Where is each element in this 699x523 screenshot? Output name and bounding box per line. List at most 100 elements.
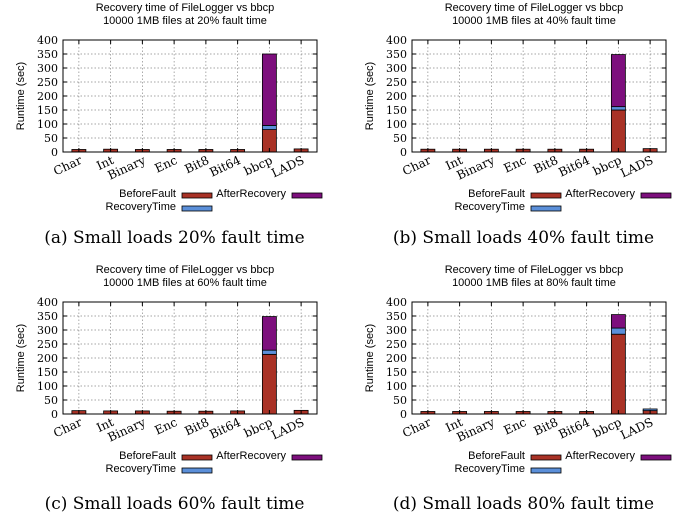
- x-category-label: Enc: [152, 415, 179, 438]
- x-category-label: LADS: [269, 415, 306, 442]
- legend-swatch-afterrecovery: [640, 192, 672, 199]
- bar-afterrecovery-bbcp: [261, 53, 277, 126]
- chart-subtitle: 10000 1MB files at 80% fault time: [452, 277, 616, 289]
- chart-c: Recovery time of FileLogger vs bbcp10000…: [15, 264, 323, 475]
- x-category-label: LADS: [618, 153, 655, 180]
- bar-afterrecovery-bbcp: [261, 316, 277, 351]
- chart-title: Recovery time of FileLogger vs bbcp: [445, 2, 624, 14]
- chart-subtitle: 10000 1MB files at 20% fault time: [103, 15, 267, 27]
- x-category-label: bbcp: [591, 415, 624, 440]
- bar-beforefault-bbcp: [261, 353, 277, 415]
- y-tick-label: 200: [37, 90, 58, 103]
- x-category-label: bbcp: [591, 153, 624, 178]
- y-tick-label: 250: [37, 338, 58, 351]
- x-category-label: Int: [443, 415, 465, 435]
- y-tick-label: 0: [400, 408, 407, 421]
- bar-recoverytime-bbcp: [261, 349, 277, 355]
- chart-title: Recovery time of FileLogger vs bbcp: [96, 2, 275, 14]
- caption-c: (c) Small loads 60% fault time: [44, 494, 305, 514]
- caption-d: (d) Small loads 80% fault time: [392, 494, 655, 514]
- y-tick-label: 200: [386, 352, 407, 365]
- y-axis-label: Runtime (sec): [364, 62, 376, 130]
- legend-swatch-afterrecovery: [291, 192, 323, 199]
- y-tick-label: 200: [386, 90, 407, 103]
- legend-swatch-afterrecovery: [291, 454, 323, 461]
- y-tick-label: 350: [37, 310, 58, 323]
- legend-label: RecoveryTime: [106, 463, 177, 475]
- y-tick-label: 100: [386, 380, 407, 393]
- legend-label: AfterRecovery: [565, 188, 635, 200]
- legend-swatch-recoverytime: [181, 467, 213, 474]
- x-category-label: LADS: [269, 153, 306, 180]
- x-category-label: Int: [443, 153, 465, 173]
- y-tick-label: 100: [37, 118, 58, 131]
- y-tick-label: 350: [37, 48, 58, 61]
- x-category-label: Enc: [501, 153, 528, 176]
- legend-swatch-beforefault: [530, 192, 562, 199]
- bar-recoverytime-bbcp: [261, 125, 277, 131]
- chart-panel-b: Recovery time of FileLogger vs bbcp 10000…: [349, 0, 694, 260]
- legend-label: BeforeFault: [119, 188, 176, 200]
- y-axis-label: Runtime (sec): [15, 324, 27, 392]
- y-tick-label: 0: [51, 408, 58, 421]
- y-tick-label: 150: [386, 366, 407, 379]
- bar-afterrecovery-bbcp: [610, 314, 626, 329]
- chart-title: Recovery time of FileLogger vs bbcp: [96, 264, 275, 276]
- bar-afterrecovery-bbcp: [610, 54, 626, 108]
- y-tick-label: 350: [386, 310, 407, 323]
- x-category-label: Enc: [501, 415, 528, 438]
- legend-label: BeforeFault: [119, 450, 176, 462]
- chart-panel-c: Recovery time of FileLogger vs bbcp 10000…: [0, 262, 345, 522]
- chart-a: Recovery time of FileLogger vs bbcp10000…: [15, 2, 323, 213]
- bar-beforefault-bbcp: [610, 333, 626, 415]
- y-tick-label: 100: [386, 118, 407, 131]
- y-tick-label: 400: [37, 296, 58, 309]
- y-tick-label: 200: [37, 352, 58, 365]
- legend-swatch-beforefault: [530, 454, 562, 461]
- chart-panel-a: Recovery time of FileLogger vs bbcp 10000…: [0, 0, 345, 260]
- bar-recoverytime-bbcp: [610, 106, 626, 111]
- y-tick-label: 400: [386, 296, 407, 309]
- legend-swatch-recoverytime: [530, 467, 562, 474]
- legend-swatch-recoverytime: [530, 205, 562, 212]
- x-category-label: Enc: [152, 153, 179, 176]
- legend-label: AfterRecovery: [565, 450, 635, 462]
- y-tick-label: 0: [51, 146, 58, 159]
- legend-swatch-afterrecovery: [640, 454, 672, 461]
- y-axis-label: Runtime (sec): [15, 62, 27, 130]
- legend-label: BeforeFault: [468, 188, 525, 200]
- x-category-label: Bit8: [182, 153, 211, 176]
- chart-panel-d: Recovery time of FileLogger vs bbcp 10000…: [349, 262, 694, 522]
- y-tick-label: 50: [44, 132, 58, 145]
- x-category-label: Bit64: [556, 153, 592, 180]
- y-tick-label: 50: [393, 394, 407, 407]
- caption-b: (b) Small loads 40% fault time: [392, 228, 655, 248]
- legend-label: RecoveryTime: [455, 463, 526, 475]
- y-tick-label: 150: [37, 366, 58, 379]
- chart-subtitle: 10000 1MB files at 40% fault time: [452, 15, 616, 27]
- y-tick-label: 400: [37, 34, 58, 47]
- x-category-label: Bit8: [531, 153, 560, 176]
- x-category-label: Int: [94, 415, 116, 435]
- y-tick-label: 300: [386, 324, 407, 337]
- y-tick-label: 150: [386, 104, 407, 117]
- x-category-label: bbcp: [242, 153, 275, 178]
- legend-label: AfterRecovery: [216, 450, 286, 462]
- legend-label: BeforeFault: [468, 450, 525, 462]
- y-tick-label: 300: [37, 324, 58, 337]
- bar-recoverytime-bbcp: [610, 327, 626, 335]
- y-tick-label: 300: [386, 62, 407, 75]
- x-category-label: Bit64: [207, 415, 243, 442]
- legend-swatch-beforefault: [181, 454, 213, 461]
- caption-a: (a) Small loads 20% fault time: [44, 228, 305, 248]
- chart-title: Recovery time of FileLogger vs bbcp: [445, 264, 624, 276]
- x-category-label: LADS: [618, 415, 655, 442]
- chart-subtitle: 10000 1MB files at 60% fault time: [103, 277, 267, 289]
- y-tick-label: 250: [386, 338, 407, 351]
- legend-swatch-recoverytime: [181, 205, 213, 212]
- y-tick-label: 50: [44, 394, 58, 407]
- x-category-label: bbcp: [242, 415, 275, 440]
- bar-beforefault-bbcp: [610, 109, 626, 153]
- y-tick-label: 250: [37, 76, 58, 89]
- y-tick-label: 50: [393, 132, 407, 145]
